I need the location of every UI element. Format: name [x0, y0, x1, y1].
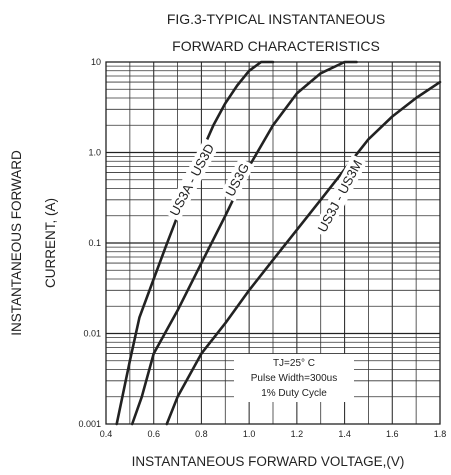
- series-label-backing: [164, 138, 220, 222]
- y-tick-label: 0.01: [83, 329, 101, 339]
- y-axis-label-line-1: INSTANTANEOUS FORWARD: [9, 150, 24, 336]
- y-tick-label: 1.0: [88, 148, 101, 158]
- grid: [106, 62, 440, 424]
- x-axis-label: INSTANTANEOUS FORWARD VOLTAGE,(V): [132, 454, 405, 469]
- x-tick-label: 1.6: [386, 429, 399, 439]
- chart-title-line-2: FORWARD CHARACTERISTICS: [172, 38, 380, 54]
- x-tick-label: 1.0: [243, 429, 256, 439]
- x-tick-label: 1.4: [338, 429, 351, 439]
- annotation-line-3: 1% Duty Cycle: [261, 388, 327, 399]
- y-axis-label-line-2: CURRENT, (A): [43, 198, 58, 288]
- chart-title-line-1: FIG.3-TYPICAL INSTANTANEOUS: [167, 11, 385, 27]
- y-tick-label: 10: [91, 57, 101, 67]
- annotation-box: [234, 354, 354, 402]
- x-tick-label: 0.8: [195, 429, 208, 439]
- series-label-backing: [219, 157, 255, 203]
- x-tick-label: 1.8: [434, 429, 447, 439]
- annotation-line-1: TJ=25° C: [273, 358, 315, 369]
- y-tick-label: 0.001: [78, 419, 101, 429]
- x-tick-label: 0.6: [147, 429, 160, 439]
- x-tick-label: 0.4: [100, 429, 113, 439]
- tick-labels: 0.4 0.6 0.8 1.0 1.2 1.4 1.6 1.8 0.001 0.01 0.1 1.0 1…: [78, 57, 446, 439]
- x-tick-label: 1.2: [291, 429, 304, 439]
- y-tick-label: 0.1: [88, 238, 101, 248]
- series-line-3: [165, 80, 442, 426]
- series-label-backing: [312, 154, 368, 238]
- annotation-line-2: Pulse Width=300us: [251, 373, 337, 384]
